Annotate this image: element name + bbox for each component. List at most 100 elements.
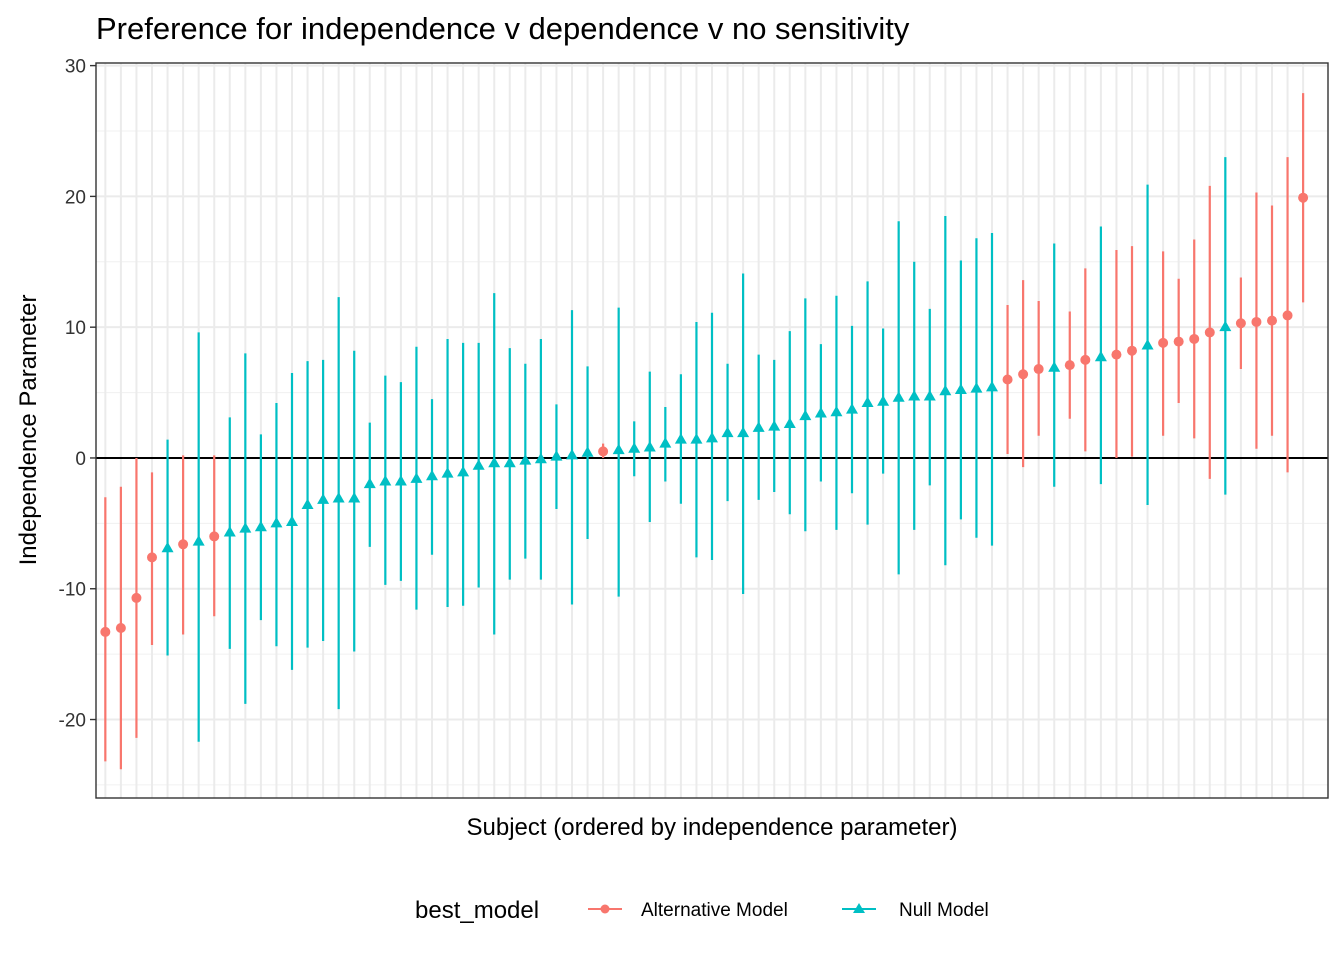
point-marker-triangle	[690, 433, 703, 444]
point-marker-triangle	[472, 459, 485, 470]
point-marker-triangle	[861, 396, 874, 408]
legend-label-null: Null Model	[899, 900, 989, 921]
point-marker-triangle	[550, 450, 563, 461]
point-marker-circle	[598, 446, 609, 457]
point-marker-triangle	[659, 437, 672, 448]
point-marker-triangle	[488, 456, 501, 468]
chart-title: Preference for independence v dependence…	[96, 11, 910, 46]
point-marker-triangle	[939, 384, 952, 396]
point-marker-triangle	[581, 446, 594, 457]
point-marker-triangle	[441, 467, 454, 478]
point-marker-circle	[209, 531, 220, 542]
point-marker-triangle	[348, 492, 361, 503]
point-marker-circle	[1018, 369, 1029, 380]
point-marker-triangle	[1048, 361, 1061, 372]
point-marker-circle	[1251, 316, 1262, 327]
legend-key-null	[842, 903, 876, 913]
point-marker-triangle	[223, 526, 236, 537]
point-marker-circle	[1033, 364, 1044, 375]
point-marker-triangle	[286, 515, 298, 527]
point-marker-triangle	[379, 475, 392, 486]
point-marker-triangle	[799, 409, 812, 421]
point-marker-triangle	[410, 472, 423, 483]
y-tick-label: 10	[65, 318, 86, 339]
point-marker-triangle	[643, 441, 656, 452]
point-marker-circle	[178, 539, 189, 550]
legend-key-alternative	[588, 904, 622, 914]
point-marker-circle	[147, 552, 157, 563]
y-tick-label: -20	[59, 711, 86, 732]
point-marker-circle	[1127, 345, 1137, 356]
point-marker-triangle	[954, 383, 967, 394]
point-marker-triangle	[317, 493, 330, 504]
point-marker-triangle	[674, 433, 687, 444]
point-marker-triangle	[270, 516, 283, 528]
y-axis: -20 -10 0 10 20 30	[59, 57, 96, 732]
point-marker-triangle	[457, 465, 470, 477]
point-marker-triangle	[783, 417, 796, 428]
point-marker-triangle	[519, 454, 532, 465]
y-tick-label: 30	[65, 57, 86, 78]
point-marker-circle	[1235, 318, 1246, 329]
point-marker-circle	[1282, 310, 1293, 321]
point-marker-triangle	[1141, 338, 1154, 350]
point-marker-circle	[1173, 336, 1184, 347]
point-marker-triangle	[332, 492, 345, 503]
point-marker-triangle	[892, 391, 905, 402]
point-marker-triangle	[846, 403, 858, 414]
point-marker-triangle	[706, 431, 718, 443]
point-marker-triangle	[877, 395, 890, 406]
point-marker-triangle	[426, 469, 438, 481]
point-marker-circle	[1158, 337, 1169, 348]
point-marker-circle	[1002, 374, 1013, 385]
point-marker-triangle	[752, 421, 765, 432]
point-marker-triangle	[768, 420, 781, 431]
point-marker-triangle	[566, 448, 578, 460]
y-axis-title: Independence Parameter	[15, 295, 42, 566]
legend-key-alternative-marker	[600, 904, 610, 914]
point-marker-triangle	[908, 389, 921, 401]
point-marker-triangle	[923, 389, 936, 401]
y-tick-label: -10	[59, 580, 86, 601]
legend-key-null-marker	[853, 903, 865, 913]
legend-label-alternative: Alternative Model	[641, 900, 788, 921]
point-marker-circle	[1204, 327, 1215, 338]
point-marker-triangle	[721, 426, 734, 438]
point-marker-triangle	[192, 535, 205, 546]
point-marker-circle	[1080, 354, 1091, 365]
point-marker-triangle	[814, 406, 827, 418]
point-marker-circle	[1267, 315, 1277, 326]
point-marker-triangle	[986, 380, 998, 392]
point-marker-triangle	[503, 456, 516, 468]
point-marker-triangle	[301, 498, 314, 510]
point-marker-triangle	[612, 443, 625, 455]
point-marker-triangle	[534, 452, 547, 464]
y-tick-label: 20	[65, 187, 86, 208]
point-marker-triangle	[737, 426, 750, 438]
panel-border	[95, 62, 1329, 799]
point-marker-circle	[1111, 349, 1122, 360]
y-tick-label: 0	[75, 449, 86, 470]
point-markers	[100, 192, 1309, 637]
point-marker-circle	[115, 622, 126, 633]
x-axis-title: Subject (ordered by independence paramet…	[467, 814, 958, 841]
point-marker-triangle	[970, 382, 983, 393]
point-marker-circle	[1298, 192, 1309, 203]
point-marker-circle	[100, 626, 111, 637]
point-marker-triangle	[394, 475, 407, 486]
plot-panel	[95, 62, 1329, 799]
point-marker-triangle	[1219, 320, 1232, 332]
point-marker-triangle	[628, 442, 641, 453]
legend-title: best_model	[415, 897, 539, 924]
point-marker-circle	[1064, 360, 1075, 371]
point-marker-circle	[1189, 333, 1200, 344]
point-marker-triangle	[161, 541, 174, 553]
legend: best_model Alternative Model Null Model	[415, 897, 989, 924]
point-marker-triangle	[830, 405, 843, 417]
point-marker-circle	[131, 592, 142, 603]
point-marker-triangle	[239, 522, 252, 533]
point-marker-triangle	[254, 520, 267, 532]
point-marker-triangle	[1094, 350, 1107, 362]
point-marker-triangle	[363, 477, 376, 489]
